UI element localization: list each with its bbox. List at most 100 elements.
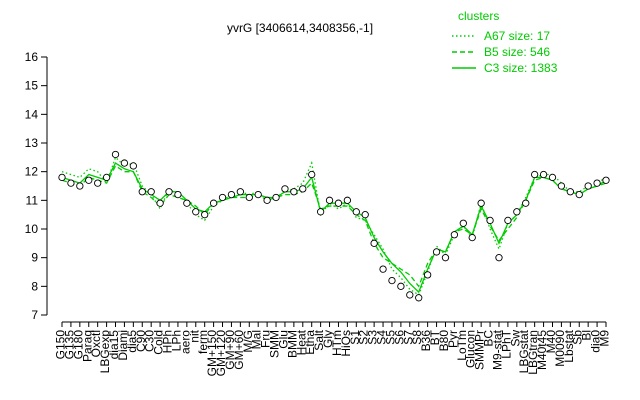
x-tick-label: HiOs (339, 330, 353, 357)
x-tick-label: SMMPr (473, 330, 487, 370)
x-tick-label: BT (428, 329, 442, 345)
y-tick-label: 7 (31, 308, 38, 322)
x-tick-label: aero (178, 330, 192, 354)
data-point (67, 179, 75, 187)
data-point (548, 173, 557, 182)
x-tick-label: dia15 (107, 330, 121, 360)
data-point (58, 173, 66, 182)
y-tick-label: 9 (31, 251, 38, 265)
legend-title: clusters (458, 9, 499, 23)
data-point (370, 239, 378, 247)
data-point (120, 159, 129, 167)
chart-title: yvrG [3406614,3408356,-1] (227, 21, 373, 35)
legend-label: C3 size: 1383 (484, 61, 558, 75)
x-tick-label: Etha (303, 330, 317, 355)
x-tick-label: SMM (268, 330, 282, 358)
y-tick-label: 14 (25, 107, 39, 121)
x-tick-label: S4 (375, 330, 389, 345)
x-tick-label: Pyr (446, 330, 460, 348)
x-tick-label: M40 (544, 330, 558, 354)
x-tick-label: M0090 (553, 330, 567, 367)
data-point (361, 211, 369, 219)
x-tick-label: G180 (71, 330, 85, 360)
data-point (388, 276, 396, 285)
data-point (129, 162, 137, 170)
cluster-line (61, 165, 607, 288)
y-tick-label: 10 (25, 222, 39, 236)
x-tick-label: M40t45 (535, 330, 549, 370)
data-point (316, 208, 325, 216)
data-point (531, 170, 539, 179)
data-point (495, 254, 503, 262)
x-tick-label: S2 (357, 330, 371, 345)
x-tick-label: Salt (312, 329, 326, 350)
data-point (504, 216, 512, 225)
x-tick-label: B36 (419, 330, 433, 352)
y-tick-label: 16 (25, 50, 39, 64)
x-tick-label: Cold (152, 330, 166, 355)
cluster-line (61, 156, 607, 296)
x-tick-label: LBGexp (98, 330, 112, 374)
data-point (138, 188, 146, 196)
x-tick-label: dia5 (125, 330, 139, 353)
x-tick-label: Sb (571, 330, 585, 345)
data-point (102, 173, 111, 182)
x-tick-label: nit (187, 329, 201, 342)
data-point (254, 190, 262, 199)
data-point (156, 199, 164, 207)
data-point (343, 196, 352, 204)
data-point (415, 294, 423, 302)
data-point (245, 193, 253, 202)
x-tick-label: S3 (366, 330, 380, 345)
data-point (602, 176, 610, 184)
data-point (209, 199, 218, 207)
y-tick-label: 11 (26, 193, 39, 207)
x-tick-label: M9 (598, 330, 612, 347)
x-tick-label: GM+90 (223, 330, 237, 370)
data-point (325, 196, 334, 204)
data-point (539, 170, 548, 179)
x-tick-label: Mal (250, 330, 264, 349)
x-tick-label: S1 (348, 330, 362, 345)
x-tick-label: LBGstat (517, 329, 531, 373)
data-point (513, 208, 521, 216)
x-tick-label: C30 (143, 330, 157, 352)
x-tick-label: Fru (259, 330, 273, 348)
x-tick-label: GM+150 (205, 330, 219, 377)
data-point (281, 185, 289, 193)
y-tick-label: 15 (25, 79, 39, 93)
data-point (272, 193, 280, 202)
x-tick-label: S7 (401, 330, 415, 345)
data-point (477, 199, 485, 207)
x-tick-label: S8 (410, 330, 424, 345)
data-point (379, 265, 387, 273)
data-point (236, 188, 245, 196)
data-point (432, 248, 441, 256)
data-point (263, 196, 271, 204)
data-point (201, 211, 209, 219)
data-point (486, 216, 494, 225)
x-tick-label: G150 (54, 330, 68, 360)
x-tick-label: GM+120 (214, 330, 228, 377)
x-tick-label: HPh (161, 330, 175, 353)
data-point (94, 179, 102, 187)
x-tick-label: dia0 (589, 330, 603, 353)
x-tick-label: S6 (392, 330, 406, 345)
data-point (299, 185, 307, 193)
data-point (192, 208, 200, 216)
x-tick-label: B80 (437, 330, 451, 352)
data-point (593, 179, 601, 187)
data-point (575, 190, 583, 199)
x-tick-label: M9-stat (490, 329, 504, 370)
data-point (423, 271, 432, 279)
data-point (227, 190, 236, 199)
x-tick-label: Diami (116, 330, 130, 361)
y-tick-label: 8 (31, 279, 38, 293)
y-tick-label: 13 (25, 136, 39, 150)
data-point (165, 188, 173, 196)
x-tick-label: LoTm (455, 330, 469, 361)
data-point (441, 254, 450, 262)
x-tick-label: Sw (508, 330, 522, 347)
